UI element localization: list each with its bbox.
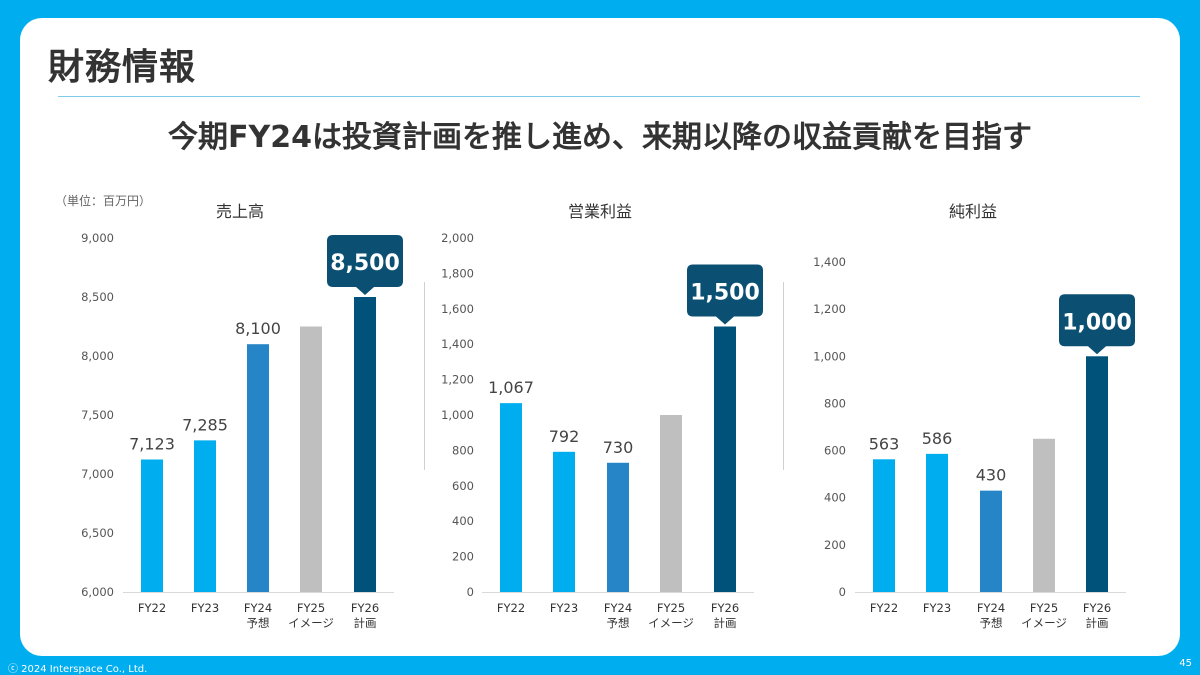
bar-fy24 [607, 462, 629, 592]
chart-title-2: 営業利益 [568, 202, 632, 221]
y-tick-label: 200 [824, 538, 846, 552]
x-category-label: FY26 [351, 601, 379, 615]
x-category-label: 計画 [1086, 616, 1109, 630]
y-tick-label: 400 [824, 491, 846, 505]
y-tick-label: 0 [839, 585, 846, 599]
value-label: 586 [922, 429, 953, 448]
x-category-label: 予想 [607, 616, 630, 630]
x-category-label: 計画 [714, 616, 737, 630]
headline: 今期FY24は投資計画を推し進め、来期以降の収益貢献を目指す [168, 120, 1032, 155]
bar-fy25 [1033, 438, 1055, 592]
bar-fy25 [660, 415, 682, 592]
x-category-label: FY24 [244, 601, 272, 615]
x-category-label: FY22 [497, 601, 525, 615]
x-category-label: FY22 [870, 601, 898, 615]
y-tick-label: 1,400 [441, 337, 474, 351]
x-category-label: FY24 [604, 601, 632, 615]
x-category-label: FY23 [923, 601, 951, 615]
y-tick-label: 600 [452, 479, 474, 493]
value-label: 8,100 [235, 319, 281, 338]
bar-fy23 [926, 453, 948, 592]
value-label: 7,123 [129, 434, 175, 453]
bar-fy25 [300, 326, 322, 592]
x-category-label: FY23 [191, 601, 219, 615]
chart-title-3: 純利益 [949, 202, 997, 221]
bar-fy22 [141, 459, 163, 592]
copyright-footer: ⓒ 2024 Interspace Co., Ltd. [8, 664, 148, 675]
y-tick-label: 0 [467, 585, 474, 599]
callout-box [1059, 294, 1135, 355]
value-label: 730 [603, 438, 634, 457]
bar-fy24 [980, 490, 1002, 592]
y-tick-label: 1,400 [813, 255, 846, 269]
bar-fy24 [247, 344, 269, 592]
y-tick-label: 1,000 [441, 408, 474, 422]
y-tick-label: 7,500 [81, 408, 114, 422]
y-tick-label: 6,500 [81, 526, 114, 540]
y-tick-label: 800 [452, 443, 474, 457]
y-tick-label: 1,800 [441, 266, 474, 280]
unit-note: （単位：百万円） [55, 194, 152, 208]
x-category-label: イメージ [288, 616, 334, 630]
bar-fy23 [553, 451, 575, 592]
y-tick-label: 8,000 [81, 349, 114, 363]
y-tick-label: 1,200 [441, 373, 474, 387]
y-tick-label: 8,500 [81, 290, 114, 304]
x-category-label: 予想 [247, 616, 270, 630]
y-tick-label: 2,000 [441, 231, 474, 245]
y-tick-label: 600 [824, 444, 846, 458]
page-title: 財務情報 [48, 47, 197, 88]
x-category-label: FY25 [297, 601, 325, 615]
x-category-label: FY26 [711, 601, 739, 615]
x-category-label: FY23 [550, 601, 578, 615]
x-category-label: FY26 [1083, 601, 1111, 615]
bar-fy26 [1086, 356, 1108, 592]
y-tick-label: 1,000 [813, 349, 846, 363]
x-category-label: イメージ [1021, 616, 1067, 630]
value-label: 792 [549, 427, 580, 446]
callout-label: 1,000 [1062, 310, 1132, 335]
callout-label: 1,500 [690, 281, 760, 306]
chart-divider-2 [783, 282, 784, 470]
value-label: 430 [976, 466, 1007, 485]
page-number: 45 [1179, 658, 1192, 669]
bar-fy22 [873, 459, 895, 592]
y-tick-label: 6,000 [81, 585, 114, 599]
bar-fy26 [714, 326, 736, 592]
value-label: 563 [869, 434, 900, 453]
callout-label: 8,500 [330, 251, 400, 276]
value-label: 1,067 [488, 378, 534, 397]
y-tick-label: 9,000 [81, 231, 114, 245]
x-category-label: イメージ [648, 616, 694, 630]
title-divider [58, 96, 1140, 97]
y-tick-label: 1,200 [813, 302, 846, 316]
x-category-label: FY24 [977, 601, 1005, 615]
callout-box [687, 264, 763, 325]
x-category-label: FY25 [657, 601, 685, 615]
y-tick-label: 400 [452, 514, 474, 528]
bar-fy23 [194, 440, 216, 592]
callout-box [327, 235, 403, 295]
value-label: 7,285 [182, 415, 228, 434]
y-tick-label: 200 [452, 550, 474, 564]
chart-title-1: 売上高 [216, 202, 264, 221]
bar-fy26 [354, 297, 376, 592]
x-category-label: FY22 [138, 601, 166, 615]
x-category-label: FY25 [1030, 601, 1058, 615]
y-tick-label: 800 [824, 396, 846, 410]
bar-fy22 [500, 403, 522, 592]
y-tick-label: 7,000 [81, 467, 114, 481]
chart-divider-1 [424, 282, 425, 470]
y-tick-label: 1,600 [441, 302, 474, 316]
x-category-label: 予想 [980, 616, 1003, 630]
x-category-label: 計画 [354, 616, 377, 630]
